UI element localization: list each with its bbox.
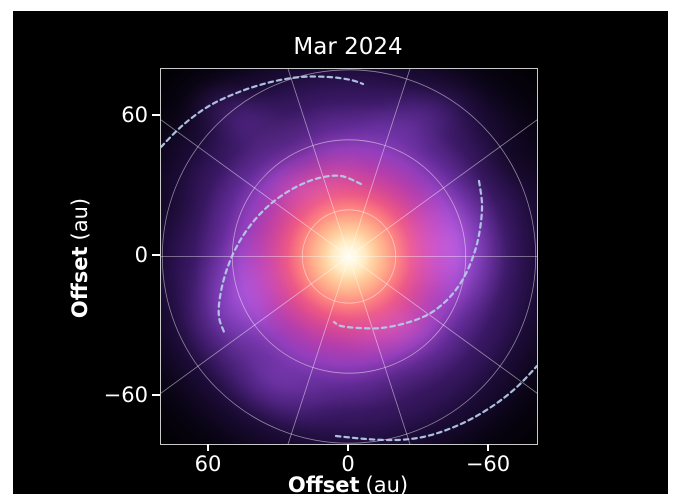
x-axis-label: Offset (au) [160,473,536,497]
grid-spoke [161,256,350,394]
grid-spoke [348,256,411,444]
plot-title: Mar 2024 [293,34,403,60]
disk-intensity-map [161,69,537,444]
y-tick-label: 0 [134,243,148,267]
y-axis-label: Offset (au) [68,198,92,318]
y-axis-label-word: Offset [68,246,92,319]
figure-canvas: Mar 2024 60 0 −60 60 0 −60 Offset (au) Offset(… [13,11,668,497]
plot-area [160,68,538,445]
grid-spoke [287,256,350,444]
grid-spoke [287,69,350,257]
arc-southeast-outer [334,364,537,442]
arc-inner-west [217,174,363,334]
grid-spoke [348,256,537,394]
y-tick-label: 60 [121,103,148,127]
y-axis-label-unit: (au) [68,197,92,241]
y-tick-mark [152,394,160,396]
y-tick-mark [152,114,160,116]
grid-spoke [348,119,537,257]
grid-spoke [348,69,411,257]
x-tick-mark [347,444,349,451]
x-tick-mark [207,444,209,451]
y-tick-label: −60 [103,383,148,407]
arc-inner-east [332,179,484,330]
grid-spoke [161,119,350,257]
x-tick-mark [487,444,489,451]
x-tick-label: 60 [194,452,222,476]
x-axis-label-word: Offset [287,473,360,497]
x-tick-label: −60 [465,452,511,476]
y-tick-mark [152,254,160,256]
arc-northwest-outer [161,75,365,149]
x-axis-label-unit: (au) [365,473,409,497]
polar-grid-and-spirals [161,69,537,444]
x-tick-label: 0 [341,452,355,476]
